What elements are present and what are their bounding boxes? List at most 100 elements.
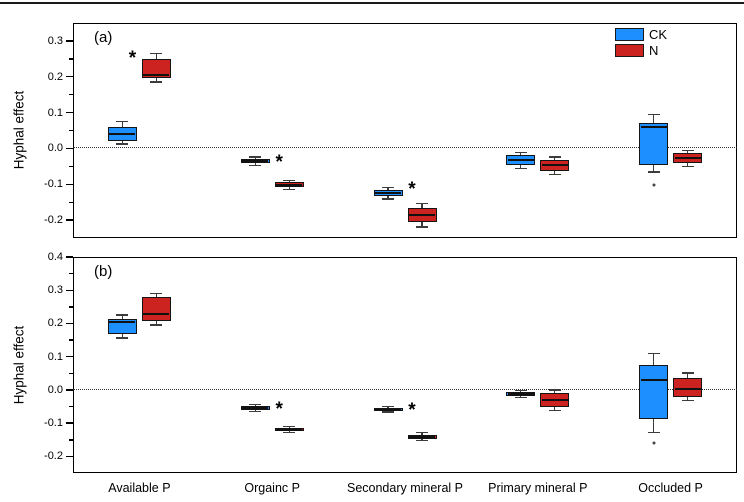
median-line (408, 214, 436, 217)
y-axis-tick-label: 0.3 (47, 34, 63, 47)
outlier-point (652, 183, 656, 187)
panel-b-letter: (b) (94, 263, 113, 280)
zero-reference-line (73, 388, 737, 390)
x-category-label: Available P (108, 481, 171, 495)
median-line (276, 183, 303, 186)
y-axis-minor-tick (69, 439, 73, 441)
whisker-cap-upper (647, 114, 660, 116)
x-category-label: Orgainc P (244, 481, 300, 495)
y-axis-tick-label: 0.3 (47, 284, 63, 297)
y-axis-title-panel-a: Hyphal effect (11, 90, 27, 170)
whisker-cap-lower (249, 410, 262, 413)
box-ck (639, 365, 669, 420)
median-line (143, 313, 170, 316)
y-axis-tick-label: -0.2 (44, 450, 63, 463)
legend-label-ck: CK (649, 27, 668, 42)
y-axis-tick-label: 0.4 (47, 251, 63, 263)
whisker-cap-lower (647, 171, 660, 173)
whisker-cap-lower (514, 167, 527, 170)
whisker-cap-lower (548, 409, 561, 412)
y-axis-major-tick (66, 256, 73, 258)
median-line (408, 435, 436, 438)
panel-b-plot-frame: (b) (73, 257, 737, 473)
legend-swatch-ck (615, 28, 644, 41)
y-axis-major-tick (66, 355, 73, 358)
whisker-cap-upper (681, 149, 694, 152)
zero-reference-line (73, 147, 737, 149)
y-axis-minor-tick (69, 129, 73, 132)
median-line (374, 408, 402, 411)
y-axis-major-tick (66, 183, 73, 185)
whisker-cap-upper (116, 120, 129, 123)
y-axis-major-tick (66, 76, 73, 78)
whisker-cap-upper (416, 431, 428, 434)
whisker-cap-lower (681, 165, 694, 168)
whisker-cap-upper (548, 389, 561, 391)
panel-a-letter: (a) (94, 29, 113, 46)
legend-label-n: N (649, 43, 659, 58)
whisker-cap-lower (416, 439, 428, 442)
whisker-upper (652, 353, 655, 366)
significance-star: * (275, 151, 283, 173)
y-axis-tick-label: -0.1 (44, 178, 63, 191)
y-axis-tick-label: 0.2 (47, 70, 63, 83)
whisker-upper (121, 315, 124, 320)
whisker-cap-lower (382, 411, 394, 413)
legend: CK N (615, 28, 667, 60)
whisker-cap-lower (283, 188, 296, 190)
y-axis-major-tick (66, 389, 73, 391)
whisker-cap-upper (382, 405, 394, 408)
whisker-upper (686, 150, 689, 154)
whisker-cap-upper (150, 52, 163, 55)
whisker-upper (155, 53, 158, 59)
y-axis-minor-tick (69, 201, 73, 203)
y-axis-tick-label: -0.1 (44, 417, 63, 430)
y-axis-minor-tick (69, 306, 73, 308)
legend-swatch-n (615, 44, 644, 57)
whisker-upper (686, 372, 689, 379)
whisker-lower (155, 78, 158, 83)
box-n (673, 378, 703, 397)
whisker-upper (121, 121, 124, 127)
whisker-lower (554, 170, 556, 175)
outlier-point (652, 441, 656, 445)
y-axis-minor-tick (69, 372, 73, 375)
whisker-lower (686, 163, 689, 167)
box-n (141, 297, 171, 322)
whisker-lower (554, 406, 556, 411)
whisker-cap-upper (116, 314, 129, 316)
x-category-label: Primary mineral P (488, 481, 588, 495)
y-axis-tick-label: -0.2 (44, 214, 63, 227)
median-line (541, 163, 568, 166)
whisker-cap-lower (116, 143, 129, 145)
median-line (640, 379, 667, 382)
whisker-upper (387, 187, 389, 190)
figure-top-border (0, 2, 744, 4)
whisker-upper (520, 152, 522, 155)
whisker-cap-upper (283, 426, 296, 428)
median-line (374, 191, 402, 194)
median-line (674, 157, 701, 160)
x-category-label: Occluded P (638, 481, 703, 495)
median-line (674, 387, 701, 390)
whisker-lower (155, 321, 158, 326)
y-axis-tick-label: 0.1 (47, 106, 63, 119)
median-line (143, 73, 170, 76)
whisker-cap-lower (116, 337, 129, 339)
whisker-lower (288, 187, 290, 190)
whisker-lower (520, 165, 522, 169)
legend-row-ck: CK (615, 28, 667, 41)
whisker-lower (652, 419, 655, 433)
whisker-cap-upper (514, 389, 527, 391)
whisker-cap-upper (416, 202, 428, 205)
y-axis-major-tick (66, 322, 73, 325)
median-line (109, 321, 136, 324)
whisker-upper (421, 432, 423, 435)
whisker-cap-lower (514, 396, 527, 399)
whisker-lower (254, 163, 256, 166)
whisker-upper (421, 203, 423, 208)
y-axis-minor-tick (69, 405, 73, 408)
whisker-cap-upper (548, 156, 561, 158)
y-axis-tick-label: 0.0 (47, 142, 63, 155)
